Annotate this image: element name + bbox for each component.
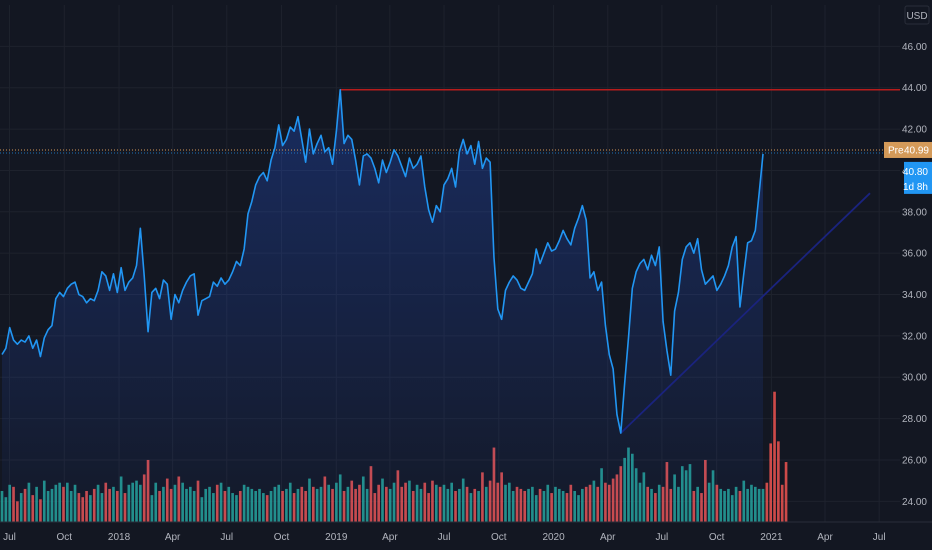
countdown-label: 1d 8h — [903, 182, 928, 193]
x-tick-label: Oct — [57, 532, 73, 543]
pre-badge-value: 40.99 — [904, 145, 929, 156]
last-price-value: 40.80 — [903, 167, 928, 178]
y-tick-label: 44.00 — [902, 83, 927, 94]
x-tick-label: Jul — [3, 532, 16, 543]
x-tick-label: Apr — [817, 532, 833, 543]
y-tick-label: 42.00 — [902, 125, 927, 136]
y-tick-label: 32.00 — [902, 331, 927, 342]
x-tick-label: Apr — [382, 532, 398, 543]
volume-bar — [765, 482, 769, 522]
volume-bar — [769, 443, 773, 522]
y-tick-label: 26.00 — [902, 455, 927, 466]
x-tick-label: Oct — [491, 532, 507, 543]
x-tick-label: Jul — [873, 532, 886, 543]
price-area-fill — [2, 89, 763, 522]
pre-badge-prefix: Pre — [888, 145, 904, 156]
x-axis[interactable]: Jul Oct 2018 Apr Jul Oct 2019 Apr Jul Oct 2020 Apr J… — [0, 521, 932, 550]
price-series-line[interactable] — [1, 88, 764, 434]
volume-bar — [777, 441, 780, 522]
y-tick-label: 38.00 — [902, 207, 927, 218]
y-tick-label: 34.00 — [902, 290, 927, 301]
x-axis-panel — [0, 522, 932, 550]
currency-label: USD — [906, 11, 927, 22]
x-tick-label: Apr — [600, 532, 616, 543]
x-tick-label: Jul — [656, 532, 669, 543]
x-tick-label: Oct — [709, 532, 725, 543]
pre-badge — [884, 141, 932, 158]
y-tick-label: 36.00 — [902, 249, 927, 260]
x-tick-label: 2020 — [542, 532, 565, 543]
x-tick-label: 2019 — [325, 532, 348, 543]
last-price-badge — [904, 161, 932, 194]
price-area — [2, 89, 763, 522]
volume-bar — [780, 484, 784, 522]
y-tick-label: 30.00 — [902, 373, 927, 384]
y-tick-label: 24.00 — [902, 497, 927, 508]
volume-bar — [773, 391, 776, 522]
y-axis-panel — [900, 0, 932, 550]
volume-bar — [784, 462, 788, 522]
x-tick-label: 2018 — [108, 532, 131, 543]
y-tick-label: 46.00 — [902, 42, 927, 53]
x-tick-label: Apr — [165, 532, 181, 543]
trendline[interactable] — [620, 192, 871, 434]
price-badges: Pre 40.99 40.80 1d 8h — [884, 141, 932, 194]
x-tick-label: Jul — [438, 532, 451, 543]
price-line[interactable] — [1, 88, 764, 434]
x-tick-label: Oct — [274, 532, 290, 543]
y-axis[interactable]: USD 24.00 26.00 28.00 30.00 32.00 34.00 36.00 38… — [900, 0, 932, 550]
currency-box[interactable] — [904, 5, 930, 25]
x-tick-label: Jul — [220, 532, 233, 543]
x-tick-label: 2021 — [760, 532, 783, 543]
y-tick-label: 28.00 — [902, 414, 927, 425]
annotations[interactable] — [0, 89, 900, 434]
